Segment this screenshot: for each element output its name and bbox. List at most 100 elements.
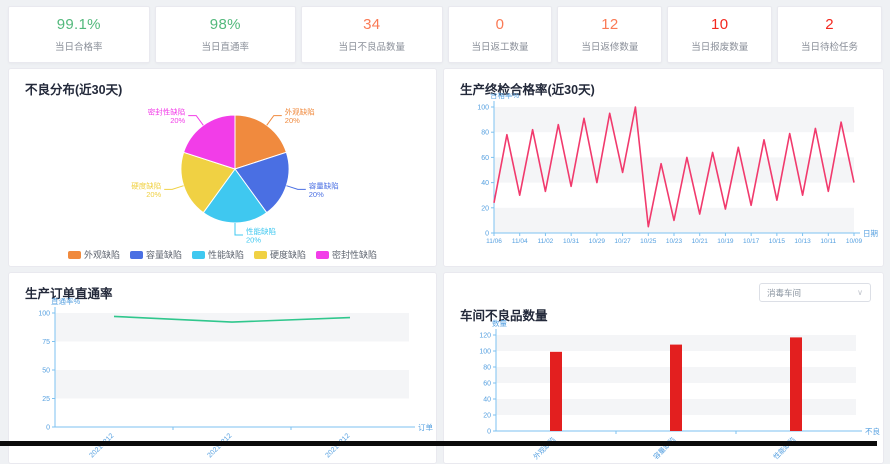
y-tick-label: 20 [481, 205, 489, 212]
pie-label-line [164, 185, 184, 190]
kpi-card-daily-pending-inspection: 2 当日待检任务 [777, 6, 882, 63]
kpi-label: 当日返修数量 [581, 42, 639, 53]
y-tick-label: 60 [481, 155, 489, 162]
y-tick-label: 80 [483, 365, 491, 372]
x-tick-label: 10/15 [769, 238, 786, 245]
kpi-label: 当日不良品数量 [338, 42, 406, 53]
kpi-row: 99.1% 当日合格率 98% 当日直通率 34 当日不良品数量 0 当日返工数… [8, 6, 882, 63]
legend-label: 容量缺陷 [145, 250, 182, 260]
x-tick-label: 外观缺陷 [531, 435, 557, 461]
legend-swatch [67, 250, 81, 259]
workshop-select[interactable]: 消毒车间 ∨ [759, 283, 871, 302]
kpi-label: 当日报废数量 [691, 42, 749, 53]
kpi-value: 0 [495, 16, 505, 33]
y-tick-label: 100 [479, 349, 491, 356]
defect-distribution-pie-chart: 外观缺陷 20% 容量缺陷 20% 性能缺陷 20% 硬度缺陷 20% 密封性缺陷 20% [131, 107, 339, 245]
legend-item-外观缺陷[interactable]: 外观缺陷 [67, 248, 120, 261]
kpi-label: 当日返工数量 [471, 42, 529, 53]
pie-slice-容量缺陷[interactable] [234, 151, 290, 214]
kpi-value: 10 [711, 16, 729, 33]
bar[interactable] [550, 351, 562, 431]
legend-item-密封性缺陷[interactable]: 密封性缺陷 [316, 248, 377, 261]
workshop-select-value: 消毒车间 [767, 287, 802, 298]
kpi-label: 当日待检任务 [801, 42, 859, 53]
panel-title-order-ftt-rate: 生产订单直通率 [25, 287, 113, 301]
pie-label-line [188, 115, 204, 126]
x-axis-name: 日期 [863, 229, 878, 238]
legend-swatch [254, 250, 267, 259]
grid-band [55, 370, 409, 399]
x-tick-label: 10/17 [743, 238, 760, 245]
x-tick-label: 10/31 [563, 238, 580, 245]
panel-workshop-defect-count: 消毒车间 ∨ 车间不良品数量 0 20 40 60 80 100 120 数量不良外观缺陷 容量… [443, 272, 884, 464]
pie-slice-label: 密封性缺陷 20% [148, 107, 186, 126]
pie-label-line [234, 223, 243, 236]
legend-swatch [191, 250, 205, 259]
x-axis-name: 不良 [865, 426, 880, 436]
kpi-label: 当日直通率 [201, 42, 250, 53]
x-tick-label: 10/13 [794, 238, 811, 245]
x-tick-label: 11/04 [512, 238, 528, 245]
line-series [113, 315, 351, 323]
grid-band [496, 335, 856, 351]
kpi-label: 当日合格率 [55, 42, 103, 53]
kpi-value: 2 [825, 16, 834, 33]
kpi-card-daily-pass-rate: 99.1% 当日合格率 [8, 6, 150, 63]
pie-slice-硬度缺陷[interactable] [180, 151, 236, 214]
y-axis-name: 直通率% [51, 296, 80, 306]
legend-label: 硬度缺陷 [270, 250, 307, 260]
y-axis-name: 合格率% [490, 93, 519, 100]
legend-label: 外观缺陷 [83, 250, 120, 260]
pie-slice-label: 外观缺陷 20% [285, 107, 315, 126]
panel-order-ftt-rate: 生产订单直通率 0255075100直通率%订单2021021220210212… [8, 272, 437, 464]
panel-title-workshop-defects: 车间不良品数量 [460, 309, 548, 323]
y-tick-label: 80 [481, 130, 489, 137]
y-tick-label: 0 [46, 425, 50, 432]
y-tick-label: 0 [485, 231, 489, 238]
panel-final-inspection-pass-rate: 生产终检合格率(近30天) 0 20 40 60 80 100 合格率% 日期 11/06 11/… [443, 68, 884, 267]
pie-slice-label: 容量缺陷 20% [309, 180, 339, 199]
y-tick-label: 60 [483, 381, 491, 388]
kpi-value: 34 [363, 16, 381, 33]
grid-band [494, 107, 854, 133]
y-tick-label: 40 [481, 180, 489, 187]
y-tick-label: 40 [483, 397, 491, 404]
x-tick-label: 10/23 [666, 238, 683, 245]
grid-band [494, 157, 854, 183]
x-tick-label: 10/21 [692, 238, 709, 245]
legend-label: 密封性缺陷 [332, 250, 378, 260]
y-tick-label: 20 [483, 413, 491, 420]
legend-item-容量缺陷[interactable]: 容量缺陷 [129, 248, 182, 261]
x-tick-label: 11/02 [538, 238, 554, 245]
y-tick-label: 120 [479, 333, 491, 340]
kpi-card-daily-ftt-rate: 98% 当日直通率 [154, 6, 297, 63]
grid-band [55, 313, 409, 342]
kpi-card-daily-scrap-count: 10 当日报废数量 [667, 6, 773, 63]
panel-title-final-inspection: 生产终检合格率(近30天) [460, 83, 595, 97]
window-edge-strip [0, 441, 877, 446]
bar[interactable] [670, 344, 682, 431]
pie-label-line [266, 115, 282, 126]
legend-item-硬度缺陷[interactable]: 硬度缺陷 [254, 248, 306, 261]
kpi-card-daily-defect-count: 34 当日不良品数量 [301, 6, 443, 63]
y-tick-label: 0 [487, 429, 491, 436]
y-tick-label: 25 [42, 396, 50, 403]
chevron-down-icon: ∨ [857, 287, 863, 297]
x-tick-label: 容量缺陷 [651, 435, 677, 461]
y-axis-name: 数量 [492, 318, 507, 328]
pie-slice-label: 硬度缺陷 20% [131, 180, 161, 199]
x-tick-label: 性能缺陷 [771, 435, 797, 461]
pie-label-line [286, 185, 306, 190]
pie-slice-性能缺陷[interactable] [202, 168, 268, 224]
legend-swatch [316, 250, 330, 259]
x-tick-label: 10/27 [614, 238, 631, 245]
legend-item-性能缺陷[interactable]: 性能缺陷 [191, 248, 244, 261]
x-tick-label: 10/09 [846, 238, 863, 245]
y-tick-label: 100 [38, 311, 50, 318]
y-tick-label: 50 [42, 368, 50, 375]
bar[interactable] [790, 337, 802, 431]
kpi-value: 12 [601, 16, 619, 33]
kpi-value: 99.1% [56, 16, 101, 33]
